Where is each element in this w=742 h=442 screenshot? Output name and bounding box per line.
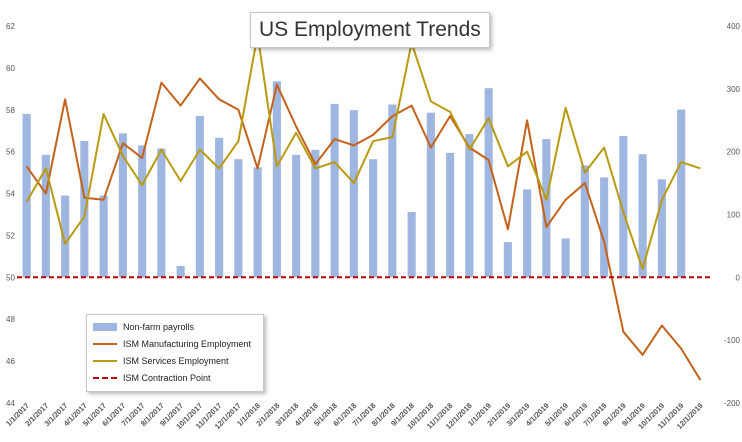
left-tick-label: 62 — [6, 22, 15, 31]
line-ism-services — [25, 33, 701, 270]
left-tick-label: 50 — [6, 273, 15, 282]
legend-swatch-contraction — [93, 377, 117, 379]
bar-nonfarm-16 — [330, 103, 339, 278]
legend-item-nonfarm: Non-farm payrolls — [93, 320, 194, 334]
left-tick-label: 60 — [6, 64, 15, 73]
left-tick-label: 46 — [6, 357, 15, 366]
left-tick-label: 48 — [6, 315, 15, 324]
bar-nonfarm-10 — [215, 137, 224, 278]
bar-nonfarm-5 — [118, 133, 127, 278]
bar-nonfarm-12 — [253, 167, 262, 278]
bar-nonfarm-27 — [542, 139, 551, 278]
bar-nonfarm-17 — [349, 110, 358, 278]
left-tick-label: 52 — [6, 231, 15, 240]
bar-nonfarm-24 — [484, 88, 493, 278]
bar-nonfarm-13 — [272, 81, 281, 278]
right-tick-label: 300 — [727, 85, 741, 94]
bar-nonfarm-15 — [311, 149, 320, 278]
bar-nonfarm-7 — [157, 148, 166, 278]
bar-nonfarm-11 — [234, 159, 243, 278]
bar-nonfarm-22 — [446, 152, 455, 278]
bar-nonfarm-23 — [465, 134, 474, 278]
legend-swatch-ism-services — [93, 360, 117, 362]
legend-item-contraction: ISM Contraction Point — [93, 371, 211, 385]
right-tick-label: 0 — [736, 273, 741, 282]
right-tick-label: -100 — [724, 336, 741, 345]
bar-nonfarm-31 — [619, 136, 628, 278]
left-tick-label: 58 — [6, 106, 15, 115]
legend-label-contraction: ISM Contraction Point — [123, 373, 211, 383]
legend-item-ism-manufacturing: ISM Manufacturing Employment — [93, 337, 251, 351]
legend-label-nonfarm: Non-farm payrolls — [123, 322, 195, 332]
left-tick-label: 44 — [6, 399, 15, 408]
bar-nonfarm-34 — [677, 109, 686, 278]
left-tick-label: 56 — [6, 148, 15, 157]
right-tick-label: 400 — [727, 22, 741, 31]
legend-item-ism-services: ISM Services Employment — [93, 354, 229, 368]
right-tick-label: -200 — [724, 399, 741, 408]
bar-nonfarm-25 — [503, 242, 512, 278]
bar-nonfarm-33 — [657, 179, 666, 278]
line-ism-manufacturing — [25, 77, 702, 381]
bar-nonfarm-2 — [61, 195, 70, 278]
x-axis: 1/1/20172/1/20173/1/20174/1/20175/1/2017… — [4, 401, 705, 431]
bar-nonfarm-30 — [600, 177, 609, 278]
legend-swatch-ism-manufacturing — [93, 343, 117, 345]
bar-nonfarm-1 — [41, 154, 50, 278]
bar-nonfarm-28 — [561, 238, 570, 278]
right-axis: -200 -100 0 100 200 300 400 — [724, 22, 741, 408]
legend-label-ism-services: ISM Services Employment — [123, 356, 229, 366]
bar-nonfarm-8 — [176, 266, 185, 278]
bars-layer — [22, 81, 686, 278]
bar-nonfarm-20 — [407, 212, 416, 278]
bar-nonfarm-18 — [369, 159, 378, 278]
bar-nonfarm-9 — [195, 115, 204, 278]
legend-label-ism-manufacturing: ISM Manufacturing Employment — [123, 339, 252, 349]
left-tick-label: 54 — [6, 190, 15, 199]
bar-nonfarm-6 — [138, 145, 147, 278]
right-tick-label: 100 — [727, 211, 741, 220]
bar-nonfarm-21 — [426, 112, 435, 278]
chart-title: US Employment Trends — [250, 12, 490, 48]
legend: Non-farm payrolls ISM Manufacturing Empl… — [86, 314, 264, 392]
right-tick-label: 200 — [727, 148, 741, 157]
left-axis: 44 46 48 50 52 54 56 58 60 62 — [6, 22, 15, 408]
bar-nonfarm-14 — [292, 154, 301, 278]
legend-swatch-nonfarm — [93, 323, 117, 331]
bar-nonfarm-4 — [99, 195, 108, 278]
bar-nonfarm-32 — [638, 154, 647, 278]
bar-nonfarm-26 — [523, 189, 532, 278]
bar-nonfarm-0 — [22, 114, 31, 278]
bar-nonfarm-29 — [580, 165, 589, 278]
lines-layer — [17, 33, 710, 381]
bar-nonfarm-19 — [388, 104, 397, 278]
bar-nonfarm-3 — [80, 141, 89, 278]
